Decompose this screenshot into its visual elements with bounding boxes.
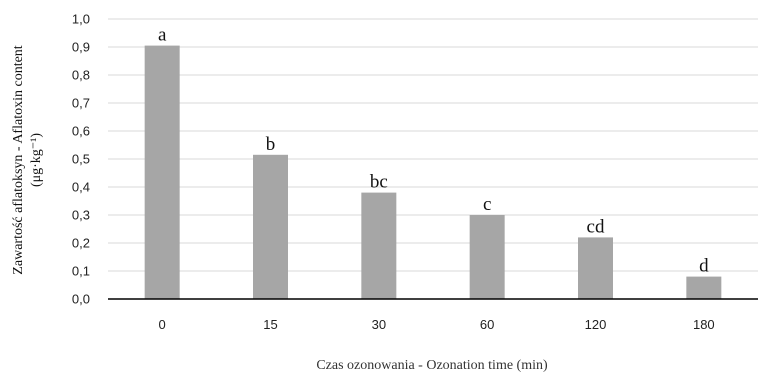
- gridlines: [108, 18, 758, 272]
- y-tick-label: 0,2: [72, 236, 90, 251]
- x-tick-label: 180: [693, 317, 715, 332]
- bar-letter-label: d: [699, 256, 709, 277]
- y-tick-label: 0,1: [72, 264, 90, 279]
- y-tick-label: 0,9: [72, 40, 90, 55]
- bar: [469, 215, 505, 299]
- y-tick-label: 0,4: [72, 180, 90, 195]
- bar-letter-label: cd: [587, 216, 605, 237]
- y-tick-labels: 0,0 0,1 0,2 0,3 0,4 0,5 0,6 0,7 0,8 0,9 1,0: [72, 12, 90, 307]
- y-tick-label: 0,5: [72, 152, 90, 167]
- y-tick-label: 1,0: [72, 12, 90, 27]
- x-tick-labels: 0 15 30 60 120 180: [159, 317, 715, 332]
- x-tick-label: 0: [159, 317, 166, 332]
- x-tick-label: 30: [372, 317, 386, 332]
- bar: [361, 192, 397, 299]
- y-tick-label: 0,7: [72, 96, 90, 111]
- bar-letter-label: bc: [370, 172, 388, 193]
- bar-letter-label: b: [266, 134, 276, 155]
- bar-letter-labels: a b bc c cd d: [158, 25, 709, 277]
- x-tick-label: 15: [263, 317, 277, 332]
- x-axis-label: Czas ozonowania - Ozonation time (min): [316, 358, 548, 373]
- bar: [578, 237, 613, 299]
- y-axis-label-line1: Zawartość aflatoksyn - Aflatoxin content: [11, 45, 26, 274]
- bar: [144, 45, 180, 299]
- bar: [686, 276, 722, 299]
- x-tick-label: 120: [585, 317, 607, 332]
- x-tick-label: 60: [480, 317, 494, 332]
- y-tick-label: 0,3: [72, 208, 90, 223]
- y-tick-label: 0,6: [72, 124, 90, 139]
- y-tick-label: 0,8: [72, 68, 90, 83]
- bar-letter-label: c: [483, 194, 491, 215]
- bar-letter-label: a: [158, 25, 167, 46]
- y-axis-label-line2: (μg·kg⁻¹): [29, 133, 44, 187]
- bar: [253, 154, 288, 299]
- bars: [144, 45, 722, 299]
- y-tick-label: 0,0: [72, 292, 90, 307]
